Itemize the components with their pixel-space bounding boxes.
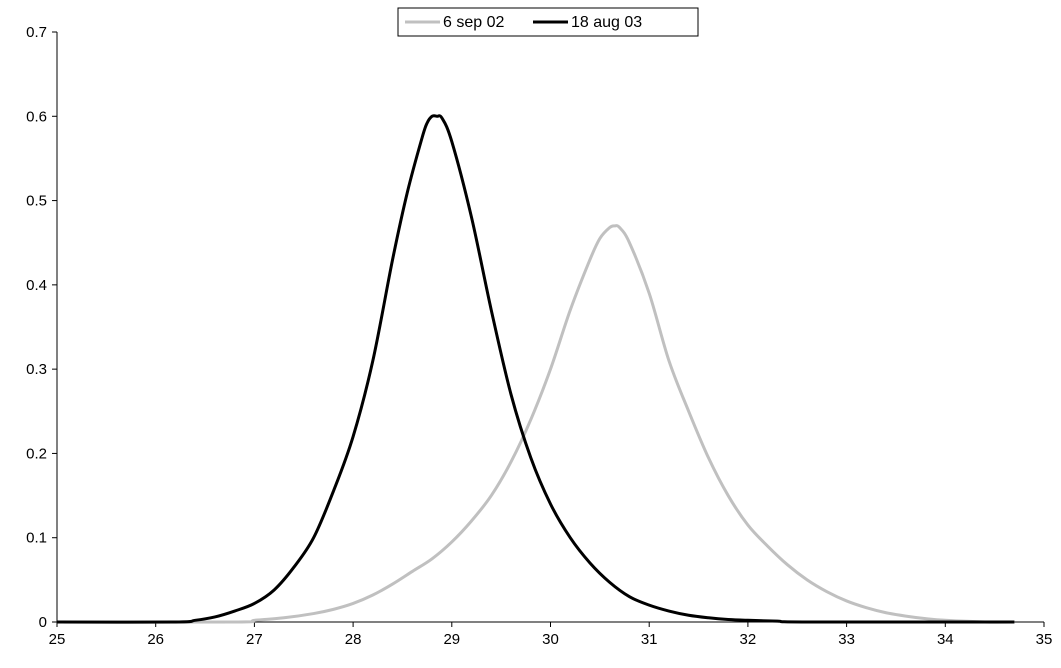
legend-label-18-aug-03: 18 aug 03 — [571, 14, 642, 31]
series-line-6-sep-02 — [56, 224, 1015, 624]
x-tick-label: 25 — [49, 631, 66, 648]
series-line-18-aug-03 — [56, 114, 1015, 624]
x-tick-label: 35 — [1036, 631, 1053, 648]
y-tick-label: 0.4 — [26, 277, 47, 294]
x-tick-label: 34 — [937, 631, 954, 648]
x-tick-label: 29 — [443, 631, 460, 648]
axes: 0 0.1 0.2 0.3 0.4 0.5 0.6 0.7 25 26 27 28 29 30 31 32 3… — [26, 24, 1052, 648]
x-tick-label: 32 — [740, 631, 757, 648]
x-tick-label: 31 — [641, 631, 658, 648]
legend-label-6-sep-02: 6 sep 02 — [443, 14, 504, 31]
y-tick-label: 0.5 — [26, 193, 47, 210]
x-tick-label: 26 — [147, 631, 164, 648]
x-axis-ticks: 25 26 27 28 29 30 31 32 33 34 35 — [49, 622, 1053, 648]
y-tick-label: 0.6 — [26, 108, 47, 125]
y-tick-label: 0.7 — [26, 24, 47, 41]
y-tick-label: 0.3 — [26, 361, 47, 378]
y-tick-label: 0 — [39, 614, 47, 631]
legend: 6 sep 02 18 aug 03 — [397, 7, 699, 37]
y-tick-label: 0.1 — [26, 530, 47, 547]
y-tick-label: 0.2 — [26, 445, 47, 462]
x-tick-label: 28 — [345, 631, 362, 648]
y-axis-ticks: 0 0.1 0.2 0.3 0.4 0.5 0.6 0.7 — [26, 24, 57, 631]
series-layer — [56, 114, 1015, 624]
x-tick-label: 27 — [246, 631, 263, 648]
x-tick-label: 33 — [838, 631, 855, 648]
x-tick-label: 30 — [542, 631, 559, 648]
